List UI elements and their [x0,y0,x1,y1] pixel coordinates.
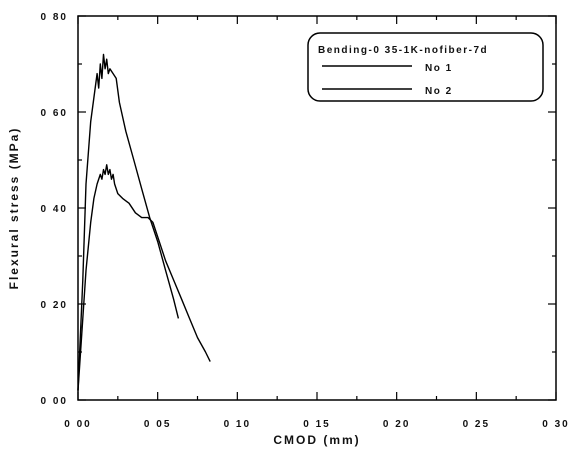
axis-tick-labels: 0 00 0 05 0 10 0 15 0 20 0 25 0 30 0 00 0 20 0 40… [41,12,569,430]
y-axis-title: Flexural stress (MPa) [7,127,21,290]
legend: Bending-0 35-1K-nofiber-7d No 1 No 2 [307,32,544,102]
x-tick-label: 0 30 [542,419,569,430]
y-tick-label: 0 60 [41,108,68,119]
legend-box [307,32,544,102]
series-line-2 [77,164,211,391]
legend-label-series-1: No 1 [425,63,453,74]
axis-ticks [77,15,557,401]
x-tick-label: 0 10 [224,419,251,430]
x-axis-title: CMOD (mm) [273,433,360,447]
y-tick-label: 0 80 [41,12,68,23]
x-tick-label: 0 25 [463,419,490,430]
x-tick-label: 0 15 [303,419,330,430]
x-tick-label: 0 05 [144,419,171,430]
y-tick-label: 0 40 [41,204,68,215]
series-line-1 [77,53,180,391]
y-tick-label: 0 20 [41,300,68,311]
legend-label-series-2: No 2 [425,86,453,97]
x-tick-label: 0 00 [64,419,91,430]
series-layer [77,53,211,391]
x-tick-label: 0 20 [383,419,410,430]
legend-title: Bending-0 35-1K-nofiber-7d [318,45,488,56]
y-tick-label: 0 00 [41,396,68,407]
